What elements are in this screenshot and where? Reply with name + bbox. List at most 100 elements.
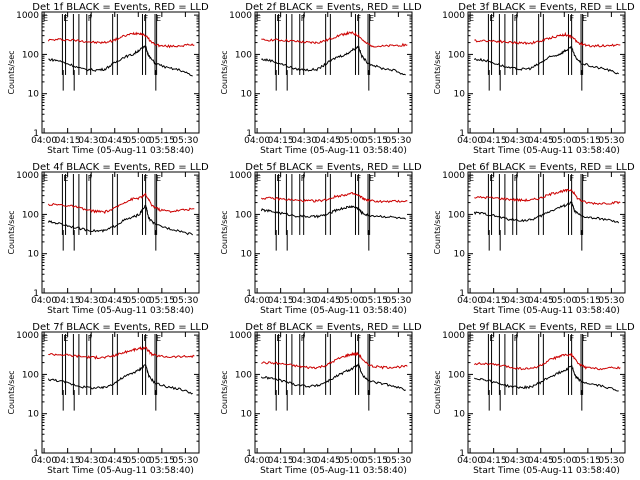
chart-panel: Det 3f BLACK = Events, RED = LLD 1 10 100 10… (433, 2, 635, 156)
flag-label: F (569, 14, 574, 23)
chart-title: Det 4f BLACK = Events, RED = LLD (32, 162, 209, 173)
chart-title: Det 9f BLACK = Events, RED = LLD (458, 322, 635, 333)
x-tick-label: 05:15 (575, 456, 601, 466)
series-line-events (473, 46, 620, 75)
x-tick-label: 04:00 (244, 296, 270, 306)
x-tick-label: 04:00 (457, 456, 483, 466)
series-line-events (260, 205, 407, 220)
x-tick-label: 05:15 (149, 456, 175, 466)
x-tick-label: 04:45 (102, 136, 128, 146)
x-tick-label: 04:00 (31, 136, 57, 146)
y-axis-label: Counts/sec (220, 370, 229, 414)
x-tick-label: 04:30 (504, 296, 530, 306)
y-axis-label: Counts/sec (220, 210, 229, 254)
series-line-events (260, 363, 406, 391)
series-line-lld (47, 31, 195, 49)
y-tick-label: 10 (454, 90, 466, 100)
flag-label: E (582, 174, 587, 183)
flag-label: F (88, 334, 93, 343)
x-tick-label: 05:00 (551, 456, 577, 466)
y-axis-label: Counts/sec (433, 210, 442, 254)
series-line-lld (47, 192, 195, 215)
x-tick-label: 04:30 (78, 456, 104, 466)
y-axis-label: Counts/sec (7, 370, 16, 414)
x-tick-label: 04:15 (481, 136, 507, 146)
series-line-lld (474, 188, 621, 206)
flag-label: E (369, 334, 374, 343)
x-tick-label: 05:30 (172, 136, 198, 146)
x-tick-label: 04:45 (528, 136, 554, 146)
x-tick-label: 05:30 (598, 296, 624, 306)
chart-panel: Det 5f BLACK = Events, RED = LLD 1 10 100 10… (220, 162, 422, 316)
series-line-lld (260, 191, 408, 204)
flag-label: E (582, 14, 587, 23)
x-tick-label: 04:30 (291, 456, 317, 466)
chart-title: Det 7f BLACK = Events, RED = LLD (32, 322, 209, 333)
x-axis-label: Start Time (05-Aug-11 03:58:40) (473, 146, 620, 156)
plot-frame (467, 331, 626, 454)
x-axis-label: Start Time (05-Aug-11 03:58:40) (47, 306, 194, 316)
x-axis-label: Start Time (05-Aug-11 03:58:40) (473, 466, 620, 476)
y-tick-label: 100 (235, 210, 252, 220)
y-tick-label: 1000 (442, 331, 465, 341)
flag-label-start: E (469, 174, 474, 183)
x-tick-label: 05:30 (385, 456, 411, 466)
x-tick-label: 04:00 (244, 136, 270, 146)
flag-label: F (514, 14, 519, 23)
flag-label-start: E (256, 14, 261, 23)
y-tick-label: 100 (448, 50, 465, 60)
y-tick-label: 1000 (229, 171, 252, 181)
series-line-events (47, 204, 194, 236)
flag-label: E (63, 14, 68, 23)
series-line-events (473, 201, 620, 224)
plot-frame (467, 171, 626, 294)
x-tick-label: 05:15 (362, 136, 388, 146)
flag-label: F (143, 14, 148, 23)
flag-label: F (569, 174, 574, 183)
y-axis-label: Counts/sec (433, 370, 442, 414)
x-tick-label: 04:45 (102, 296, 128, 306)
chart-panel: Det 6f BLACK = Events, RED = LLD 1 10 100 10… (433, 162, 635, 316)
y-tick-label: 1000 (229, 11, 252, 21)
x-tick-label: 04:45 (315, 136, 341, 146)
series-line-lld (474, 31, 621, 48)
x-tick-label: 04:15 (268, 136, 294, 146)
flag-label-start: E (469, 14, 474, 23)
y-tick-label: 1 (33, 449, 39, 459)
y-tick-label: 10 (241, 410, 253, 420)
x-tick-label: 05:30 (598, 456, 624, 466)
y-axis-label: Counts/sec (433, 50, 442, 94)
x-tick-label: 05:30 (385, 136, 411, 146)
chart-panel: Det 1f BLACK = Events, RED = LLD 1 10 100 10… (7, 2, 209, 156)
y-tick-label: 10 (28, 90, 40, 100)
flag-label-start: E (469, 334, 474, 343)
x-tick-label: 04:15 (481, 456, 507, 466)
y-tick-label: 1 (459, 289, 465, 299)
chart-panel: Det 8f BLACK = Events, RED = LLD 1 10 100 10… (220, 322, 422, 476)
flag-label: E (369, 174, 374, 183)
x-tick-label: 04:00 (31, 296, 57, 306)
x-tick-label: 04:15 (481, 296, 507, 306)
y-tick-label: 10 (454, 410, 466, 420)
flag-label: E (156, 14, 161, 23)
flag-label: E (276, 174, 281, 183)
x-tick-label: 05:15 (149, 296, 175, 306)
x-tick-label: 05:00 (551, 296, 577, 306)
y-axis-label: Counts/sec (7, 210, 16, 254)
y-tick-label: 100 (22, 370, 39, 380)
plot-frame (467, 11, 626, 134)
x-tick-label: 04:00 (31, 456, 57, 466)
flag-label: F (143, 334, 148, 343)
x-tick-label: 05:00 (125, 456, 151, 466)
plot-frame (254, 11, 413, 134)
plot-frame (254, 331, 413, 454)
chart-panel: Det 2f BLACK = Events, RED = LLD 1 10 100 10… (220, 2, 422, 156)
y-tick-label: 1 (246, 129, 252, 139)
flag-label-start: E (43, 174, 48, 183)
flag-label: E (63, 174, 68, 183)
x-tick-label: 04:30 (504, 456, 530, 466)
flag-label: F (356, 174, 361, 183)
x-tick-label: 05:00 (551, 136, 577, 146)
x-tick-label: 05:15 (362, 296, 388, 306)
flag-label: E (582, 334, 587, 343)
